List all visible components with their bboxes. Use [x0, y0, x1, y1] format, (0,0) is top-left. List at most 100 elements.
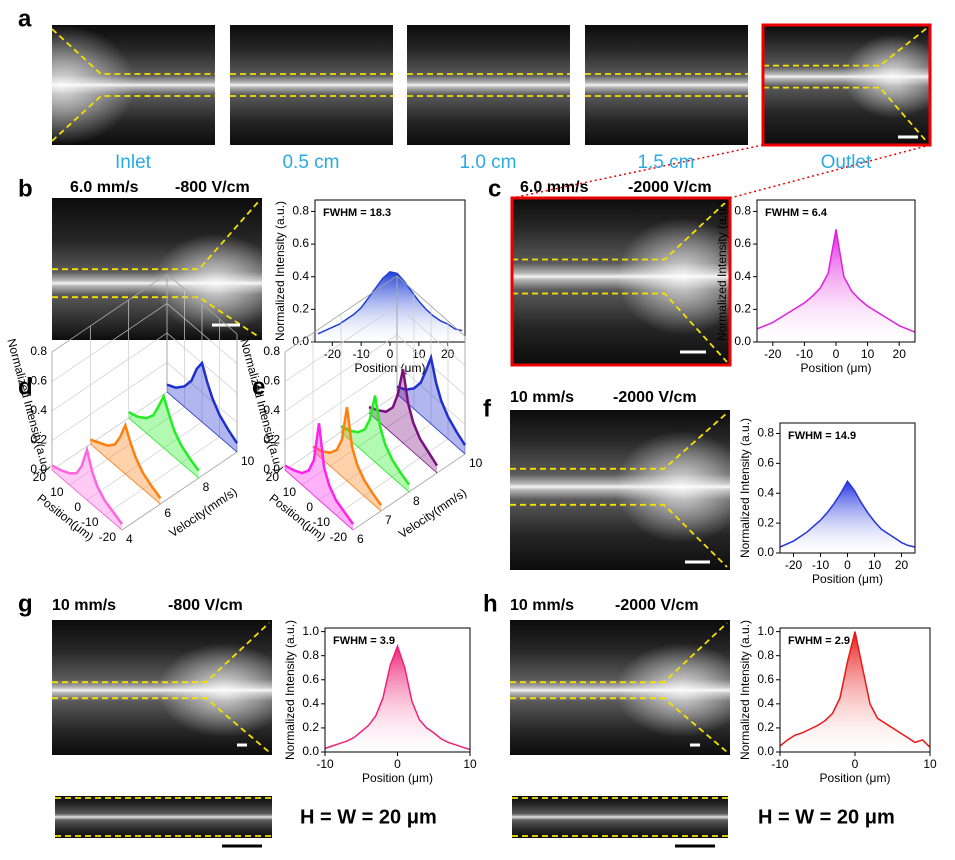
y-tick-label: 0.4	[757, 485, 774, 499]
y-tick-label: 0.6	[757, 456, 774, 470]
profile-line	[166, 360, 239, 444]
annotation: FWHM = 14.9	[788, 430, 856, 442]
grid-line	[86, 421, 203, 501]
micrograph	[512, 796, 728, 838]
x-tick-label: -10	[313, 515, 331, 529]
glow	[615, 642, 748, 738]
x-tick-label: 0	[833, 347, 840, 361]
field: -2000 V/cm	[615, 597, 699, 614]
glow	[843, 34, 944, 119]
channel-wall	[52, 622, 270, 684]
channel-wall	[510, 503, 728, 568]
axis-edge	[396, 275, 466, 337]
x-tick-label: -10	[352, 347, 370, 361]
field: -2000 V/cm	[628, 179, 712, 196]
x-axis-label: Position (μm)	[812, 572, 883, 586]
z-tick-label: 0.6	[30, 374, 47, 388]
x-tick-label: 20	[893, 347, 907, 361]
x-tick-label: 10	[50, 485, 64, 499]
y-tick-label: 0.0	[302, 744, 319, 758]
y-axis-label: Normalized Intensity (a.u.)	[738, 620, 752, 760]
plot-frame	[324, 627, 471, 753]
curtain	[128, 396, 199, 478]
x-tick-label: 20	[266, 470, 280, 484]
caption: Outlet	[821, 152, 872, 173]
plot-frame	[779, 422, 916, 554]
y-tick-label: 0.8	[734, 204, 751, 218]
x-tick-label: 20	[895, 558, 909, 572]
channel-wall	[51, 28, 215, 75]
dimension-note: H = W = 20 μm	[300, 806, 437, 828]
grid-line	[51, 303, 168, 382]
profile-line	[779, 631, 931, 748]
grid-line	[51, 391, 168, 471]
y-tick-label: 0.8	[292, 204, 309, 218]
speed: 10 mm/s	[52, 597, 116, 614]
grid-line	[51, 362, 168, 441]
x-tick-label: 0	[844, 558, 851, 572]
x-tick-label: 10	[923, 757, 937, 771]
axis-edge	[51, 273, 168, 353]
panel-label: d	[18, 373, 33, 400]
z-tick-label: 0.4	[263, 403, 280, 417]
y-tick-label: 0.2	[302, 720, 319, 734]
curtain	[52, 449, 122, 530]
annotation: FWHM = 2.9	[788, 635, 850, 647]
z-tick-label: 0.6	[263, 374, 280, 388]
series-baseline	[166, 391, 238, 453]
glow	[615, 430, 748, 543]
y-tick-label: 0.6	[302, 672, 319, 686]
field: -800 V/cm	[175, 179, 250, 196]
y-tick-label: 0.8	[302, 648, 319, 662]
v-tick-label: 10	[241, 454, 255, 468]
y-tick-label: 0.4	[734, 269, 751, 283]
x-tick-label: 0	[74, 500, 81, 514]
z-tick-label: 0.0	[263, 462, 280, 476]
z-tick-label: 0.8	[30, 344, 47, 358]
channel-wall	[510, 697, 728, 753]
curtain	[313, 407, 381, 511]
series-baseline	[90, 443, 161, 505]
panel-label: h	[483, 590, 498, 617]
curtain	[341, 395, 409, 492]
x-tick-label: -20	[330, 530, 348, 544]
highlight-frame	[510, 196, 732, 367]
speed: 6.0 mm/s	[70, 179, 139, 196]
x-tick-label: 10	[463, 757, 477, 771]
y-tick-label: 0.4	[757, 696, 774, 710]
area	[780, 631, 930, 752]
x-tick-label: 0	[387, 347, 394, 361]
glow	[157, 642, 290, 738]
x-tick-label: -20	[785, 558, 803, 572]
axis-edge	[284, 275, 398, 353]
profile-line	[340, 395, 411, 486]
caption: 1.5 cm	[637, 152, 694, 173]
micrograph	[407, 25, 570, 145]
panel-label: f	[483, 395, 492, 422]
z-tick-label: 0.2	[30, 433, 47, 447]
y-tick-label: 0.2	[757, 720, 774, 734]
x-tick-label: -20	[764, 347, 782, 361]
plot-frame	[314, 199, 466, 343]
speed: 6.0 mm/s	[520, 179, 589, 196]
x-axis-label: Position (μm)	[355, 361, 426, 375]
glow	[152, 233, 279, 333]
glow	[616, 218, 748, 335]
curtain	[167, 363, 237, 452]
z-tick-label: 0.2	[263, 433, 280, 447]
grid-line	[51, 332, 168, 412]
x-axis-label: Position (μm)	[820, 771, 891, 785]
x-tick-label: -20	[99, 530, 117, 544]
curtain	[285, 423, 353, 530]
area	[317, 271, 463, 342]
speed: 10 mm/s	[510, 597, 574, 614]
y-tick-label: 0.0	[757, 545, 774, 559]
profile-line	[756, 229, 916, 333]
x-tick-label: 0	[394, 757, 401, 771]
annotation: FWHM = 3.9	[333, 635, 395, 647]
profile-line	[324, 643, 471, 751]
plot-frame	[779, 627, 931, 753]
micrograph	[585, 25, 748, 145]
y-tick-label: 0.8	[757, 426, 774, 440]
